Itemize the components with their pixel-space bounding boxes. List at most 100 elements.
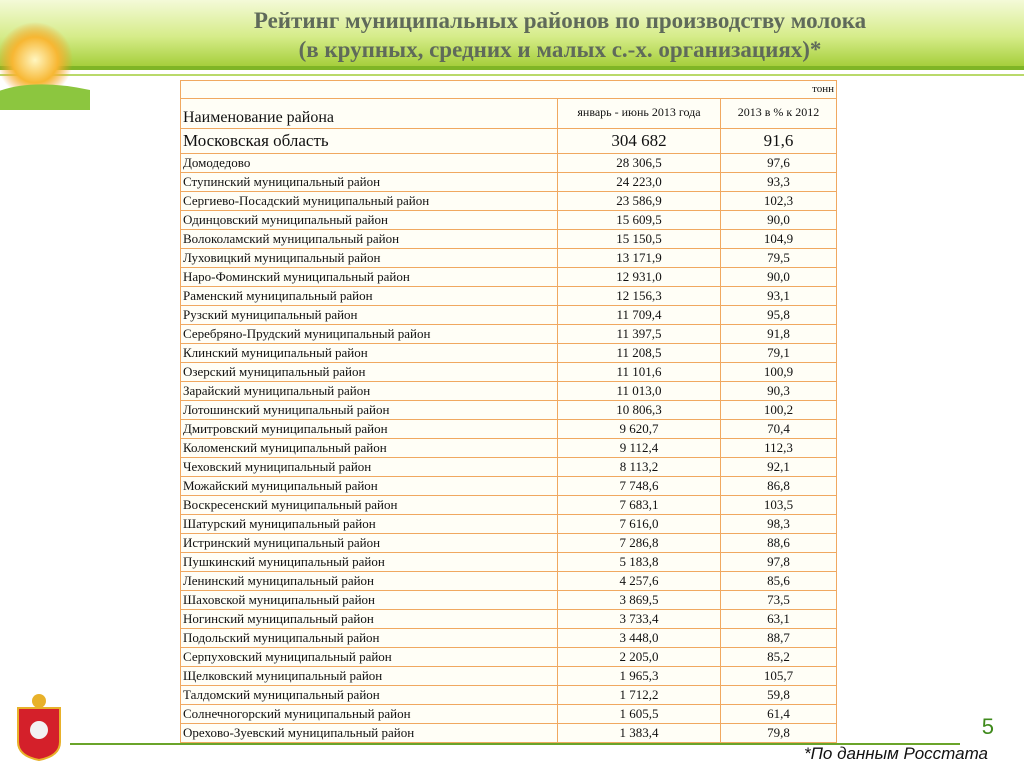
cell: Шатурский муниципальный район (180, 514, 558, 534)
cell: 10 806,3 (557, 400, 721, 420)
cell: 24 223,0 (557, 172, 721, 192)
cell: 1 712,2 (557, 685, 721, 705)
cell: 28 306,5 (557, 153, 721, 173)
header-stripe (0, 66, 1024, 70)
cell: Можайский муниципальный район (180, 476, 558, 496)
cell: Воскресенский муниципальный район (180, 495, 558, 515)
table-row: Серпуховский муниципальный район 2 205,0 8… (180, 647, 838, 667)
cell: 73,5 (719, 590, 838, 610)
cell: 304 682 (557, 128, 721, 154)
cell: Наро-Фоминский муниципальный район (180, 267, 558, 287)
coat-of-arms (17, 694, 61, 762)
cell: 79,5 (719, 248, 838, 268)
cell: 91,8 (719, 324, 838, 344)
column-header: январь - июнь 2013 года (557, 98, 721, 129)
cell: 12 156,3 (557, 286, 721, 306)
cell: Одинцовский муниципальный район (180, 210, 558, 230)
cell: 63,1 (719, 609, 838, 629)
cell: 90,3 (719, 381, 838, 401)
cell: 95,8 (719, 305, 838, 325)
cell: Талдомский муниципальный район (180, 685, 558, 705)
cell: 9 112,4 (557, 438, 721, 458)
cell: 88,7 (719, 628, 838, 648)
cell: 93,3 (719, 172, 838, 192)
cell: Московская область (180, 128, 558, 154)
table-row: Луховицкий муниципальный район 13 171,9 79… (180, 248, 838, 268)
cell: 23 586,9 (557, 191, 721, 211)
cell: Зарайский муниципальный район (180, 381, 558, 401)
cell: Шаховской муниципальный район (180, 590, 558, 610)
table-row: Коломенский муниципальный район 9 112,4 11… (180, 438, 838, 458)
table-row: Орехово-Зуевский муниципальный район 1 38… (180, 723, 838, 743)
title: Рейтинг муниципальных районов по произво… (253, 8, 867, 33)
table-row: Шатурский муниципальный район 7 616,0 98,3 (180, 514, 838, 534)
table-row: Озерский муниципальный район 11 101,6 100,… (180, 362, 838, 382)
cell: 13 171,9 (557, 248, 721, 268)
table-row: Пушкинский муниципальный район 5 183,8 97,… (180, 552, 838, 572)
table-row: Шаховской муниципальный район 3 869,5 73,5 (180, 590, 838, 610)
cell: 15 609,5 (557, 210, 721, 230)
footnote: *По данным Росстата (803, 744, 988, 763)
title: (в крупных, средних и малых с.-х. органи… (298, 37, 822, 62)
table-row: Рузский муниципальный район 11 709,4 95,8 (180, 305, 838, 325)
cell: 90,0 (719, 267, 838, 287)
cell: 103,5 (719, 495, 838, 515)
table-row: Истринский муниципальный район 7 286,8 88,… (180, 533, 838, 553)
cell: Лотошинский муниципальный район (180, 400, 558, 420)
column-header: 2013 в % к 2012 (719, 98, 838, 129)
cell: 1 965,3 (557, 666, 721, 686)
cell: 98,3 (719, 514, 838, 534)
cell: Пушкинский муниципальный район (180, 552, 558, 572)
table-row: Наро-Фоминский муниципальный район 12 931… (180, 267, 838, 287)
cell: 12 931,0 (557, 267, 721, 287)
cell: 11 397,5 (557, 324, 721, 344)
cell: 102,3 (719, 191, 838, 211)
header-stripe (0, 74, 1024, 76)
table-row: Сергиево-Посадский муниципальный район 23… (180, 191, 838, 211)
cell: 92,1 (719, 457, 838, 477)
cell: 1 605,5 (557, 704, 721, 724)
page-number: 5 (981, 714, 994, 739)
cell: 112,3 (719, 438, 838, 458)
cell: Орехово-Зуевский муниципальный район (180, 723, 558, 743)
cell: 11 208,5 (557, 343, 721, 363)
unit-row: тонн (179, 80, 838, 99)
cell: 7 683,1 (557, 495, 721, 515)
cell: 3 869,5 (557, 590, 721, 610)
cell: 5 183,8 (557, 552, 721, 572)
cell: Волоколамский муниципальный район (180, 229, 558, 249)
cell: 15 150,5 (557, 229, 721, 249)
total-row: Московская область 304 682 91,6 (180, 128, 838, 154)
cell: Дмитровский муниципальный район (180, 419, 558, 439)
cell: Солнечногорский муниципальный район (180, 704, 558, 724)
column-header: Наименование района (180, 98, 558, 129)
cell: Клинский муниципальный район (180, 343, 558, 363)
table-row: Щелковский муниципальный район 1 965,3 105… (180, 666, 838, 686)
table-row: Одинцовский муниципальный район 15 609,5 9… (180, 210, 838, 230)
cell: Домодедово (180, 153, 558, 173)
table-row: Дмитровский муниципальный район 9 620,7 70… (180, 419, 838, 439)
cell: Коломенский муниципальный район (180, 438, 558, 458)
table-row: Талдомский муниципальный район 1 712,2 59,… (180, 685, 838, 705)
cell: Подольский муниципальный район (180, 628, 558, 648)
cell: 93,1 (719, 286, 838, 306)
cell: 88,6 (719, 533, 838, 553)
footer-line (70, 743, 960, 745)
cell: 100,9 (719, 362, 838, 382)
cell: 7 748,6 (557, 476, 721, 496)
table-row: Волоколамский муниципальный район 15 150,… (180, 229, 838, 249)
cell: 90,0 (719, 210, 838, 230)
table-row: Ленинский муниципальный район 4 257,6 85,6 (180, 571, 838, 591)
cell: Щелковский муниципальный район (180, 666, 558, 686)
cell: Раменский муниципальный район (180, 286, 558, 306)
table-row: Чеховский муниципальный район 8 113,2 92,1 (180, 457, 838, 477)
sun-decoration (0, 22, 90, 110)
cell: Серебряно-Прудский муниципальный район (180, 324, 558, 344)
cell: 104,9 (719, 229, 838, 249)
cell: 85,6 (719, 571, 838, 591)
cell: 7 286,8 (557, 533, 721, 553)
cell: 11 013,0 (557, 381, 721, 401)
table-row: Воскресенский муниципальный район 7 683,1… (180, 495, 838, 515)
cell: 59,8 (719, 685, 838, 705)
